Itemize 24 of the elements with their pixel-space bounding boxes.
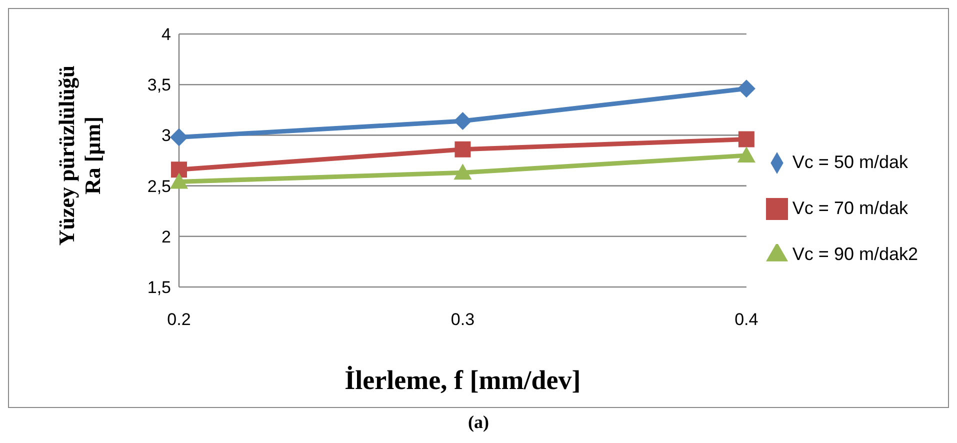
point — [454, 164, 472, 180]
point — [454, 112, 472, 130]
point — [170, 128, 188, 146]
point — [737, 146, 756, 162]
point — [738, 131, 754, 148]
x-tick-label: 0.4 — [734, 310, 758, 330]
legend-label: Vc = 70 m/dak — [792, 198, 908, 218]
y-tick-label: 3,5 — [147, 76, 171, 95]
y-tick-label: 1,5 — [147, 278, 171, 298]
x-tick-label: 0.3 — [450, 310, 475, 330]
text: (a) — [467, 412, 490, 433]
x-tick-label: 0.2 — [167, 310, 191, 330]
legend-label: Vc = 90 m/dak2 — [792, 244, 918, 264]
y-tick-label: 3 — [162, 126, 171, 146]
x-axis-title: İlerleme, f [mm/dev] — [344, 365, 581, 395]
y-tick-label: 2,5 — [147, 176, 171, 196]
point — [737, 80, 756, 98]
y-axis-title: Yüzey pürüzlülüğü Ra [µm] — [54, 65, 105, 246]
point — [454, 141, 471, 158]
y-tick-label: 2 — [162, 227, 171, 246]
point — [171, 162, 187, 178]
point — [170, 172, 188, 189]
legend-label: Vc = 50 m/dak — [792, 152, 908, 172]
y-tick-label: 4 — [162, 25, 171, 44]
